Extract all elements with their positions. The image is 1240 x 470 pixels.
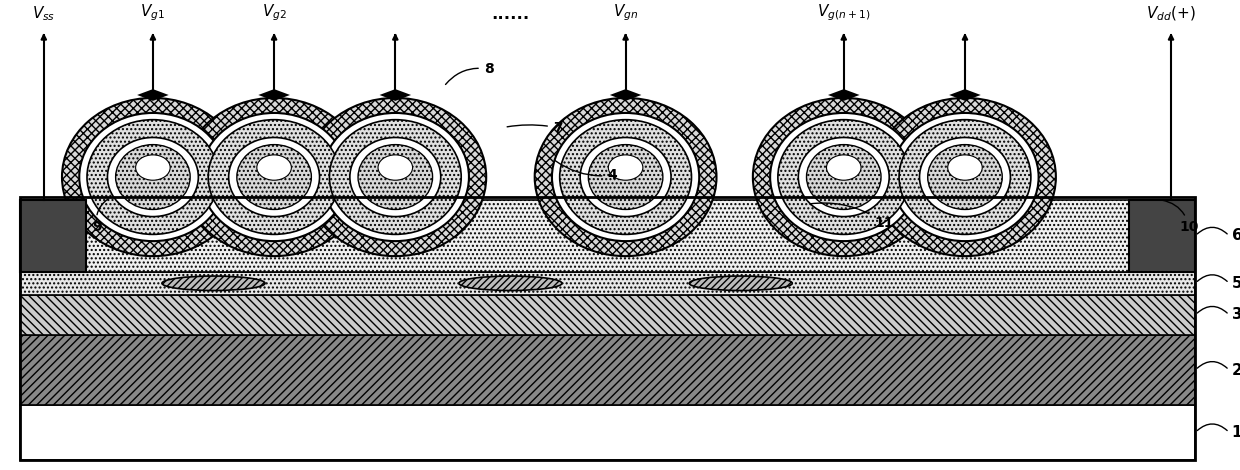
Ellipse shape — [79, 113, 227, 241]
Ellipse shape — [609, 155, 642, 180]
Text: 3: 3 — [1231, 307, 1240, 322]
Ellipse shape — [237, 145, 311, 210]
Polygon shape — [610, 89, 641, 101]
Text: 4: 4 — [556, 161, 618, 182]
Ellipse shape — [920, 138, 1011, 217]
Text: 1: 1 — [1231, 425, 1240, 440]
Ellipse shape — [799, 138, 889, 217]
Text: 5: 5 — [1231, 276, 1240, 291]
Ellipse shape — [162, 276, 265, 290]
Polygon shape — [949, 89, 981, 101]
Ellipse shape — [228, 138, 320, 217]
Bar — [20, 335, 1195, 405]
Bar — [20, 200, 87, 272]
Text: $V_{dd}(+)$: $V_{dd}(+)$ — [1146, 5, 1195, 24]
Text: 11: 11 — [810, 203, 894, 230]
Ellipse shape — [257, 155, 291, 180]
Ellipse shape — [588, 145, 663, 210]
Text: 10: 10 — [1162, 200, 1199, 234]
Text: 6: 6 — [1231, 228, 1240, 243]
Ellipse shape — [777, 120, 910, 235]
Bar — [20, 200, 1195, 272]
Bar — [20, 197, 1195, 460]
Ellipse shape — [874, 98, 1056, 256]
Ellipse shape — [770, 113, 918, 241]
Text: $V_{gn}$: $V_{gn}$ — [613, 3, 639, 24]
Bar — [20, 405, 1195, 460]
Text: 8: 8 — [445, 62, 494, 85]
Ellipse shape — [184, 98, 365, 256]
Ellipse shape — [753, 98, 935, 256]
Ellipse shape — [899, 120, 1030, 235]
Ellipse shape — [459, 276, 562, 290]
Ellipse shape — [135, 155, 170, 180]
Ellipse shape — [580, 138, 671, 217]
Text: ......: ...... — [491, 5, 529, 24]
Text: $V_{g1}$: $V_{g1}$ — [140, 3, 165, 24]
Ellipse shape — [552, 113, 699, 241]
Polygon shape — [258, 89, 290, 101]
Ellipse shape — [827, 155, 861, 180]
Ellipse shape — [62, 98, 244, 256]
Bar — [20, 295, 1195, 335]
Ellipse shape — [208, 120, 340, 235]
Ellipse shape — [201, 113, 347, 241]
Ellipse shape — [378, 155, 413, 180]
Text: $V_{g2}$: $V_{g2}$ — [262, 3, 286, 24]
Ellipse shape — [928, 145, 1002, 210]
Text: $V_{ss}$: $V_{ss}$ — [32, 5, 56, 24]
Ellipse shape — [534, 98, 717, 256]
Text: 9: 9 — [92, 199, 108, 234]
Text: $V_{g(n+1)}$: $V_{g(n+1)}$ — [817, 3, 870, 24]
Polygon shape — [828, 89, 859, 101]
Bar — [20, 272, 1195, 295]
Bar — [1128, 200, 1195, 272]
Ellipse shape — [321, 113, 469, 241]
Ellipse shape — [559, 120, 692, 235]
Ellipse shape — [330, 120, 461, 235]
Text: 2: 2 — [1231, 362, 1240, 377]
Polygon shape — [138, 89, 169, 101]
Ellipse shape — [350, 138, 440, 217]
Text: 7: 7 — [507, 121, 563, 135]
Ellipse shape — [108, 138, 198, 217]
Ellipse shape — [892, 113, 1039, 241]
Ellipse shape — [358, 145, 433, 210]
Ellipse shape — [115, 145, 190, 210]
Ellipse shape — [806, 145, 882, 210]
Polygon shape — [379, 89, 412, 101]
Ellipse shape — [689, 276, 792, 290]
Ellipse shape — [87, 120, 218, 235]
Ellipse shape — [304, 98, 486, 256]
Ellipse shape — [947, 155, 982, 180]
